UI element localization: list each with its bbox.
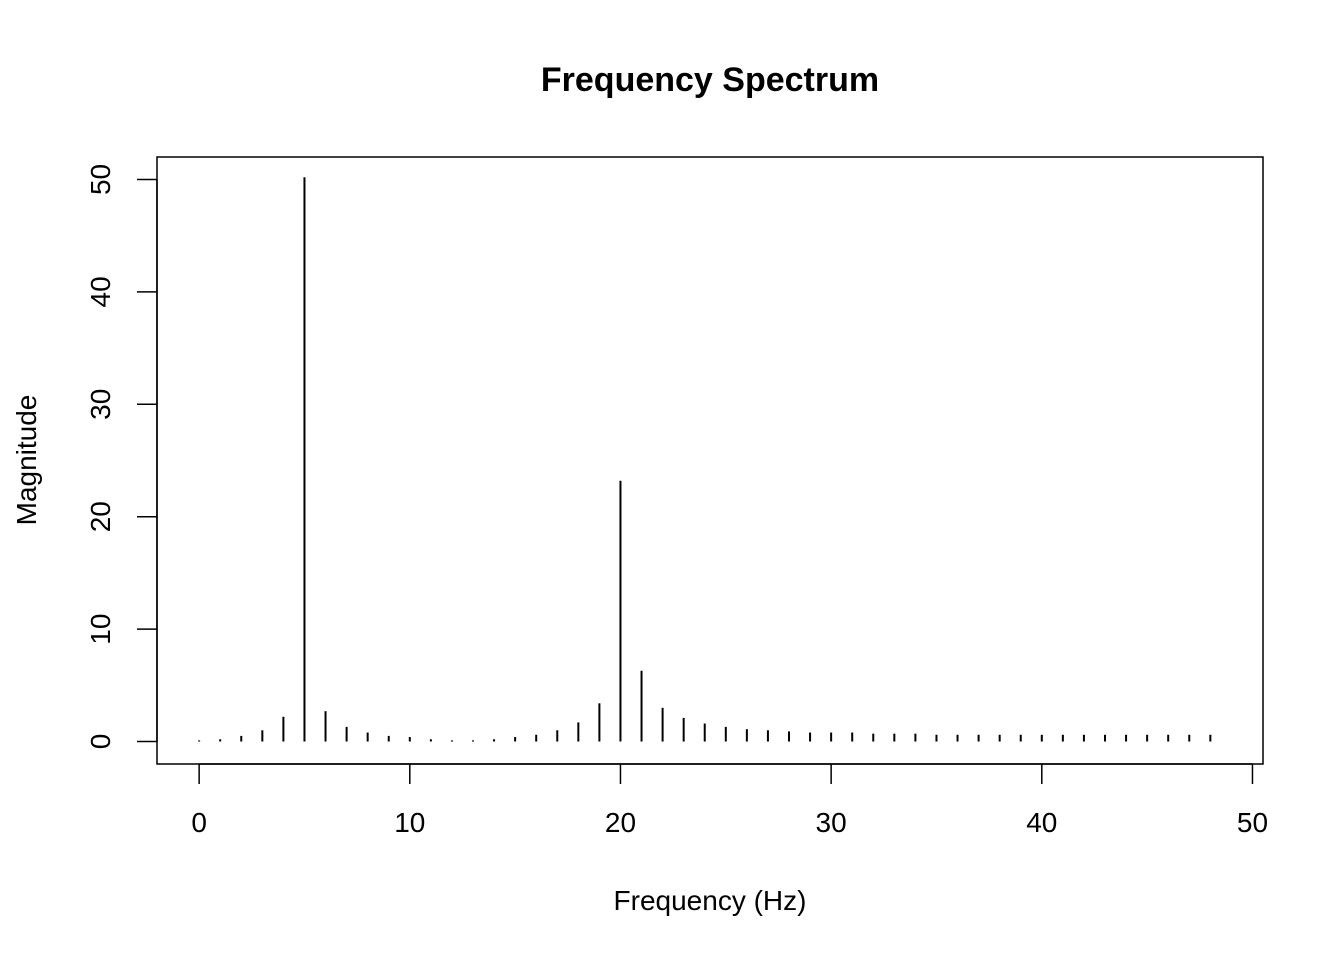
x-tick-label: 30	[816, 807, 847, 838]
x-tick-label: 20	[605, 807, 636, 838]
x-tick-label: 50	[1237, 807, 1268, 838]
y-tick-label: 10	[85, 614, 116, 645]
y-tick-label: 0	[85, 734, 116, 750]
y-tick-label: 40	[85, 276, 116, 307]
y-tick-label: 50	[85, 164, 116, 195]
y-axis: 0 10 20 30 40 50	[85, 164, 158, 750]
y-tick-label: 30	[85, 389, 116, 420]
spectrum-bars	[198, 177, 1212, 742]
x-axis: 0 10 20 30 40 50	[191, 763, 1268, 838]
chart-title: Frequency Spectrum	[541, 61, 879, 99]
y-tick-label: 20	[85, 501, 116, 532]
plot-frame	[156, 156, 1264, 765]
x-axis-label: Frequency (Hz)	[614, 885, 807, 916]
y-axis-label: Magnitude	[11, 395, 42, 526]
x-tick-label: 0	[191, 807, 207, 838]
x-tick-label: 40	[1026, 807, 1057, 838]
x-tick-label: 10	[394, 807, 425, 838]
